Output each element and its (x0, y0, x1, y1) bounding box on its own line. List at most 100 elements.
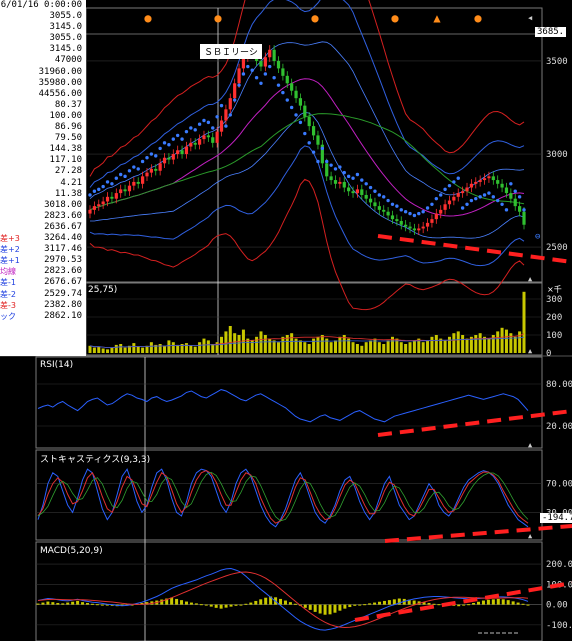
volume-bar-96 (509, 333, 513, 353)
vol-ytick-0: 300 (546, 295, 562, 305)
sar-dot-40 (263, 72, 268, 76)
volume-bar-91 (487, 338, 491, 353)
macd-hist-73 (397, 598, 401, 605)
sar-dot-79 (434, 196, 439, 201)
bb-upper3 (89, 0, 525, 177)
macd-hist-4 (56, 602, 60, 605)
event-marker-2: ● (311, 11, 319, 25)
candle-body-77 (425, 222, 430, 227)
volume-bar-47 (294, 338, 298, 353)
volume-bar-25 (198, 342, 202, 353)
volume-bar-87 (469, 336, 473, 353)
vol-ytick-3: 0 (546, 349, 551, 359)
sar-dot-55 (329, 163, 333, 167)
macd-hist-54 (303, 604, 307, 608)
volume-bar-76 (421, 342, 425, 353)
info-row: 3145.0 (0, 22, 84, 33)
volume-bar-8 (123, 347, 127, 353)
volume-bar-41 (268, 338, 272, 353)
volume-bar-10 (132, 343, 136, 353)
info-row-value: 2823.60 (44, 266, 82, 277)
info-row: 31960.00 (0, 67, 84, 78)
candle-body-63 (364, 194, 368, 199)
volume-bar-2 (97, 346, 101, 353)
sar-dot-53 (320, 146, 325, 151)
macd-hist-76 (412, 600, 416, 605)
candle-body-55 (329, 176, 333, 181)
candle-body-26 (202, 135, 206, 140)
info-row: 144.38 (0, 144, 84, 155)
candle-body-51 (311, 126, 316, 136)
candle-body-69 (390, 215, 395, 220)
candle-body-21 (180, 150, 184, 155)
sar-dot-59 (346, 174, 351, 179)
info-row: 47000 (0, 55, 84, 66)
scroll-marker-3: ▲ (528, 532, 533, 540)
scroll-marker-0: ▲ (528, 275, 533, 283)
bb-lower1 (90, 111, 525, 239)
volume-bar-77 (426, 340, 430, 353)
candle-body-79 (434, 213, 438, 220)
sar-dot-17 (162, 141, 167, 145)
volume-bar-62 (360, 345, 364, 353)
volume-bar-67 (382, 344, 386, 353)
volume-bar-99 (522, 291, 526, 353)
macd-hist-87 (467, 604, 471, 606)
sar-dot-57 (338, 165, 342, 169)
candle-body-5 (110, 196, 114, 199)
volume-bar-92 (491, 335, 495, 353)
info-row: 80.37 (0, 100, 84, 111)
stoch-k-line (37, 468, 529, 528)
sar-dot-72 (403, 210, 408, 214)
stoch-title: ストキャスティクス(9,3,3) (40, 455, 151, 465)
volume-bar-74 (412, 340, 416, 353)
rsi-trend-line (377, 409, 572, 437)
sar-dot-26 (202, 118, 206, 123)
sar-dot-86 (465, 202, 469, 206)
info-row: 100.00 (0, 111, 84, 122)
sar-dot-87 (469, 198, 474, 203)
candle-body-65 (373, 202, 377, 207)
sar-dot-60 (351, 176, 355, 180)
candle-body-24 (193, 142, 197, 145)
sar-dot-21 (180, 137, 184, 141)
info-row: 44556.00 (0, 89, 84, 100)
macd-hist-1 (41, 602, 45, 605)
candle-body-46 (290, 83, 294, 91)
macd-hist-90 (481, 600, 485, 605)
macd-hist-39 (229, 604, 233, 607)
sar-dot-91 (487, 191, 491, 195)
macd-hist-66 (363, 604, 367, 606)
candle-body-17 (162, 157, 167, 164)
sar-dot-4 (105, 180, 110, 184)
sar-dot-94 (500, 202, 504, 206)
main-trend-line (377, 234, 572, 264)
sar-dot-39 (259, 81, 263, 85)
candle-body-1 (92, 206, 96, 210)
volume-params: 25,75) (88, 285, 118, 295)
sar-dot-68 (386, 198, 390, 203)
volume-bar-21 (180, 344, 184, 353)
candle-body-10 (132, 181, 136, 186)
sar-dot-49 (303, 131, 307, 136)
candle-body-43 (276, 60, 281, 69)
sar-dot-66 (377, 193, 382, 197)
candle-body-81 (443, 204, 447, 210)
volume-bar-43 (277, 342, 281, 353)
sar-dot-7 (118, 172, 123, 177)
volume-bar-1 (92, 347, 96, 353)
volume-bar-51 (312, 338, 316, 353)
sar-dot-75 (417, 211, 421, 216)
sar-dot-2 (97, 187, 101, 192)
main-ytick-0: 3500 (546, 57, 568, 67)
bb-upper2 (89, 0, 525, 188)
macd-hist-21 (140, 602, 144, 605)
sar-dot-61 (355, 172, 360, 177)
sar-dot-27 (206, 120, 211, 125)
volume-bar-15 (154, 344, 158, 353)
volume-bar-16 (158, 344, 162, 353)
macd-hist-52 (293, 603, 297, 605)
sar-dot-11 (136, 167, 140, 171)
candle-body-71 (399, 221, 403, 225)
candle-body-12 (141, 176, 145, 184)
